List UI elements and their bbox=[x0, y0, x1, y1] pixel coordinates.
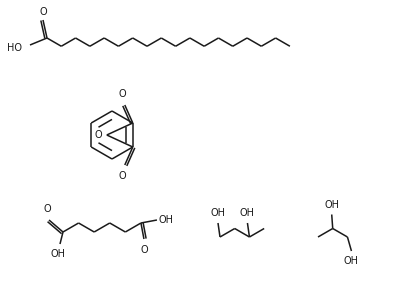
Text: O: O bbox=[94, 130, 101, 140]
Text: OH: OH bbox=[343, 256, 358, 266]
Text: OH: OH bbox=[210, 208, 225, 218]
Text: OH: OH bbox=[324, 199, 338, 210]
Text: O: O bbox=[43, 204, 51, 214]
Text: OH: OH bbox=[51, 249, 65, 259]
Text: O: O bbox=[140, 245, 148, 255]
Text: O: O bbox=[39, 7, 47, 17]
Text: OH: OH bbox=[239, 208, 254, 218]
Text: HO: HO bbox=[7, 43, 22, 53]
Text: O: O bbox=[119, 171, 126, 181]
Text: O: O bbox=[119, 89, 126, 99]
Text: OH: OH bbox=[158, 215, 174, 225]
